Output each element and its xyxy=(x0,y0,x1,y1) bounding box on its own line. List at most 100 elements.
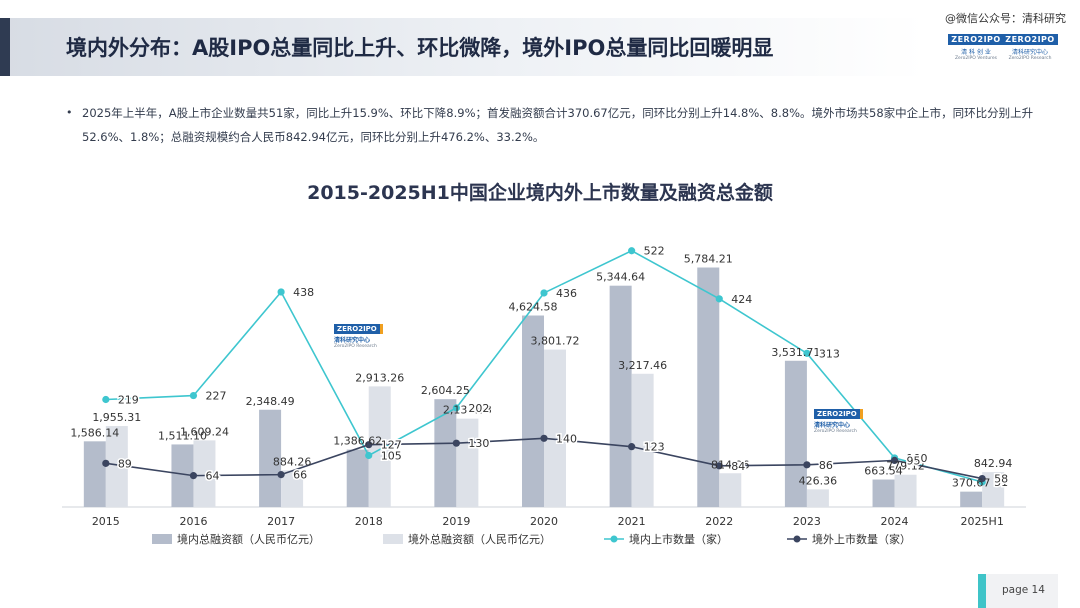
x-tick-label: 2020 xyxy=(530,515,558,528)
overseas-amount-bar xyxy=(806,489,829,507)
overseas-amount-label: 884.26 xyxy=(273,455,312,468)
domestic-amount-bar xyxy=(346,449,369,507)
x-tick-label: 2022 xyxy=(705,515,733,528)
overseas-count-label: 130 xyxy=(468,437,489,450)
overseas-amount-label: 2,133.63 xyxy=(443,404,492,417)
domestic-amount-bar xyxy=(522,315,544,507)
overseas-amount-bar xyxy=(281,470,304,507)
overseas-amount-label: 3,217.46 xyxy=(618,359,667,372)
overseas-count-label: 95 xyxy=(907,454,921,467)
domestic-amount-bar xyxy=(697,267,720,507)
overseas-amount-label: 814.96 xyxy=(711,458,750,471)
logo-mark: ZERO2IPO xyxy=(1002,34,1058,45)
logo-name: 清 科 创 业 xyxy=(961,49,991,56)
domestic-amount-bar xyxy=(434,399,457,507)
domestic-count-label: 424 xyxy=(731,293,752,306)
overseas-amount-bar xyxy=(544,349,566,507)
watermark-logo-subtitle: Zero2IPO Research xyxy=(814,429,857,434)
x-tick-label: 2019 xyxy=(442,515,470,528)
x-tick-label: 2015 xyxy=(92,515,120,528)
domestic-amount-bar xyxy=(259,409,282,507)
domestic-amount-label: 2,604.25 xyxy=(421,384,470,397)
domestic-count-point xyxy=(102,395,110,404)
chart-title: 2015-2025H1中国企业境内外上市数量及融资总金额 xyxy=(307,182,773,204)
chart-watermark-logo: ZERO2IPO 清科研究中心 Zero2IPO Research xyxy=(814,409,863,434)
domestic-amount-label: 663.54 xyxy=(864,465,903,478)
overseas-amount-bar xyxy=(456,418,479,507)
domestic-count-label: 219 xyxy=(118,394,139,407)
overseas-count-point xyxy=(365,441,373,449)
domestic-count-label: 100 xyxy=(907,452,928,465)
watermark-logo-subtitle: Zero2IPO Research xyxy=(334,344,377,349)
overseas-count-label: 140 xyxy=(556,432,577,445)
header-logos: ZERO2IPO 清 科 创 业 Zero2IPO Ventures ZERO2… xyxy=(948,34,1058,64)
overseas-amount-label: 2,913.26 xyxy=(355,371,404,384)
overseas-amount-bar xyxy=(631,373,654,507)
domestic-count-label: 105 xyxy=(381,449,402,462)
x-tick-label: 2023 xyxy=(793,515,821,528)
overseas-count-label: 127 xyxy=(381,439,402,452)
logo-mark: ZERO2IPO xyxy=(948,34,1004,45)
overseas-amount-bar xyxy=(105,426,128,507)
zero2ipo-ventures-logo: ZERO2IPO 清 科 创 业 Zero2IPO Ventures xyxy=(948,34,1004,64)
domestic-amount-label: 1,386.62 xyxy=(333,435,382,448)
legend-swatch xyxy=(152,534,172,544)
overseas-count-label: 64 xyxy=(205,470,219,483)
overseas-count-point xyxy=(452,439,460,447)
overseas-amount-label: 1,609.24 xyxy=(180,425,229,438)
legend-swatch xyxy=(383,534,403,544)
overseas-count-point xyxy=(803,461,811,469)
watermark-logo-name: 清科研究中心 xyxy=(814,422,851,429)
domestic-amount-bar xyxy=(872,479,895,507)
source-watermark: @微信公众号：清科研究 xyxy=(945,12,1066,25)
overseas-count-point xyxy=(102,459,110,467)
legend-marker xyxy=(610,535,618,543)
overseas-count-label: 66 xyxy=(293,469,307,482)
domestic-amount-label: 1,511.10 xyxy=(158,429,207,442)
legend-label: 境内上市数量（家） xyxy=(629,532,728,546)
domestic-amount-label: 5,344.64 xyxy=(596,271,645,284)
domestic-count-point xyxy=(715,295,723,303)
overseas-amount-bar xyxy=(193,440,216,507)
domestic-count-point xyxy=(628,247,636,255)
domestic-count-point xyxy=(189,391,198,400)
x-tick-label: 2024 xyxy=(881,515,909,528)
domestic-amount-label: 370.67 xyxy=(952,477,991,490)
chart-watermark-logo: ZERO2IPO 清科研究中心 Zero2IPO Research xyxy=(334,324,383,349)
overseas-count-point xyxy=(628,443,636,451)
x-tick-label: 2021 xyxy=(618,515,646,528)
title-accent-bar xyxy=(0,18,10,76)
page-number: page 14 xyxy=(1002,584,1045,596)
legend-label: 境外总融资额（人民币亿元） xyxy=(408,532,551,546)
page-title: 境内外分布：A股IPO总量同比上升、环比微降，境外IPO总量同比回暖明显 xyxy=(66,36,774,60)
domestic-amount-label: 3,531.71 xyxy=(771,346,820,359)
logo-subtitle: Zero2IPO Research xyxy=(1008,56,1052,61)
overseas-amount-label: 1,955.31 xyxy=(92,411,141,424)
overseas-count-point xyxy=(277,471,285,479)
overseas-count-label: 84 xyxy=(731,460,745,473)
x-tick-label: 2017 xyxy=(267,515,295,528)
x-tick-label: 2025H1 xyxy=(961,515,1004,528)
domestic-count-point xyxy=(803,349,811,357)
overseas-amount-label: 426.36 xyxy=(799,474,838,487)
overseas-count-point xyxy=(189,472,198,480)
combo-chart: 2015 2016 2017 2018 2019 2020 2021 2022 2023 2024… xyxy=(62,243,1026,546)
overseas-count-label: 58 xyxy=(994,473,1008,486)
legend-label: 境外上市数量（家） xyxy=(812,532,911,546)
overseas-count-label: 86 xyxy=(819,459,833,472)
bullet-marker: • xyxy=(66,106,73,119)
overseas-count-point xyxy=(715,462,723,470)
domestic-count-label: 522 xyxy=(644,245,665,258)
x-tick-label: 2016 xyxy=(179,515,207,528)
domestic-count-label: 202 xyxy=(468,402,489,415)
overseas-amount-label: 842.94 xyxy=(974,457,1013,470)
zero2ipo-research-logo: ZERO2IPO 清科研究中心 Zero2IPO Research xyxy=(1002,34,1058,64)
overseas-amount-bar xyxy=(982,472,1005,507)
watermark-logo-name: 清科研究中心 xyxy=(334,337,371,344)
domestic-amount-bar xyxy=(609,285,632,507)
domestic-count-label: 313 xyxy=(819,347,840,360)
overseas-count-point xyxy=(978,474,986,483)
watermark-logo-mark: ZERO2IPO xyxy=(814,409,863,419)
title-band: 境内外分布：A股IPO总量同比上升、环比微降，境外IPO总量同比回暖明显 xyxy=(0,18,925,76)
overseas-amount-bar xyxy=(719,473,742,507)
